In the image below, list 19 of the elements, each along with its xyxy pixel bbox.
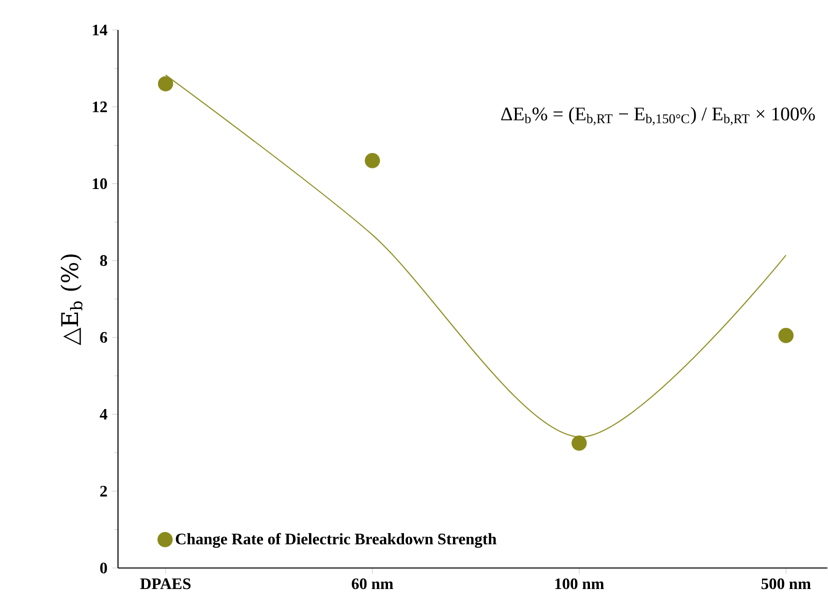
legend-label: Change Rate of Dielectric Breakdown Strength	[176, 532, 496, 548]
x-tick-label: 60 nm	[352, 578, 394, 590]
y-tick-label: 10	[92, 178, 107, 190]
point	[158, 76, 174, 92]
x-tick-label: DPAES	[140, 578, 191, 590]
point	[364, 153, 380, 168]
y-tick-label: 2	[100, 486, 107, 496]
y-tick-label: 6	[100, 332, 108, 343]
y-tick-label: 0	[100, 562, 107, 574]
y-tick-label: 12	[92, 102, 107, 112]
point	[778, 328, 794, 344]
text: ΔE$_{b}$% = (E$_{b,RT}$ − E$_{b,150°C}$) / E$_{b,RT}$ × 100%	[501, 106, 815, 126]
x-tick-label: 500 nm	[762, 578, 811, 590]
y-tick-label: 8	[100, 255, 108, 266]
x-tick-label: 100 nm	[555, 578, 604, 590]
y-axis-title: △E$_{b}$ (%)	[60, 254, 82, 346]
point	[572, 436, 587, 451]
y-tick-label: 4	[100, 409, 108, 420]
y-tick-label: 14	[92, 24, 108, 36]
